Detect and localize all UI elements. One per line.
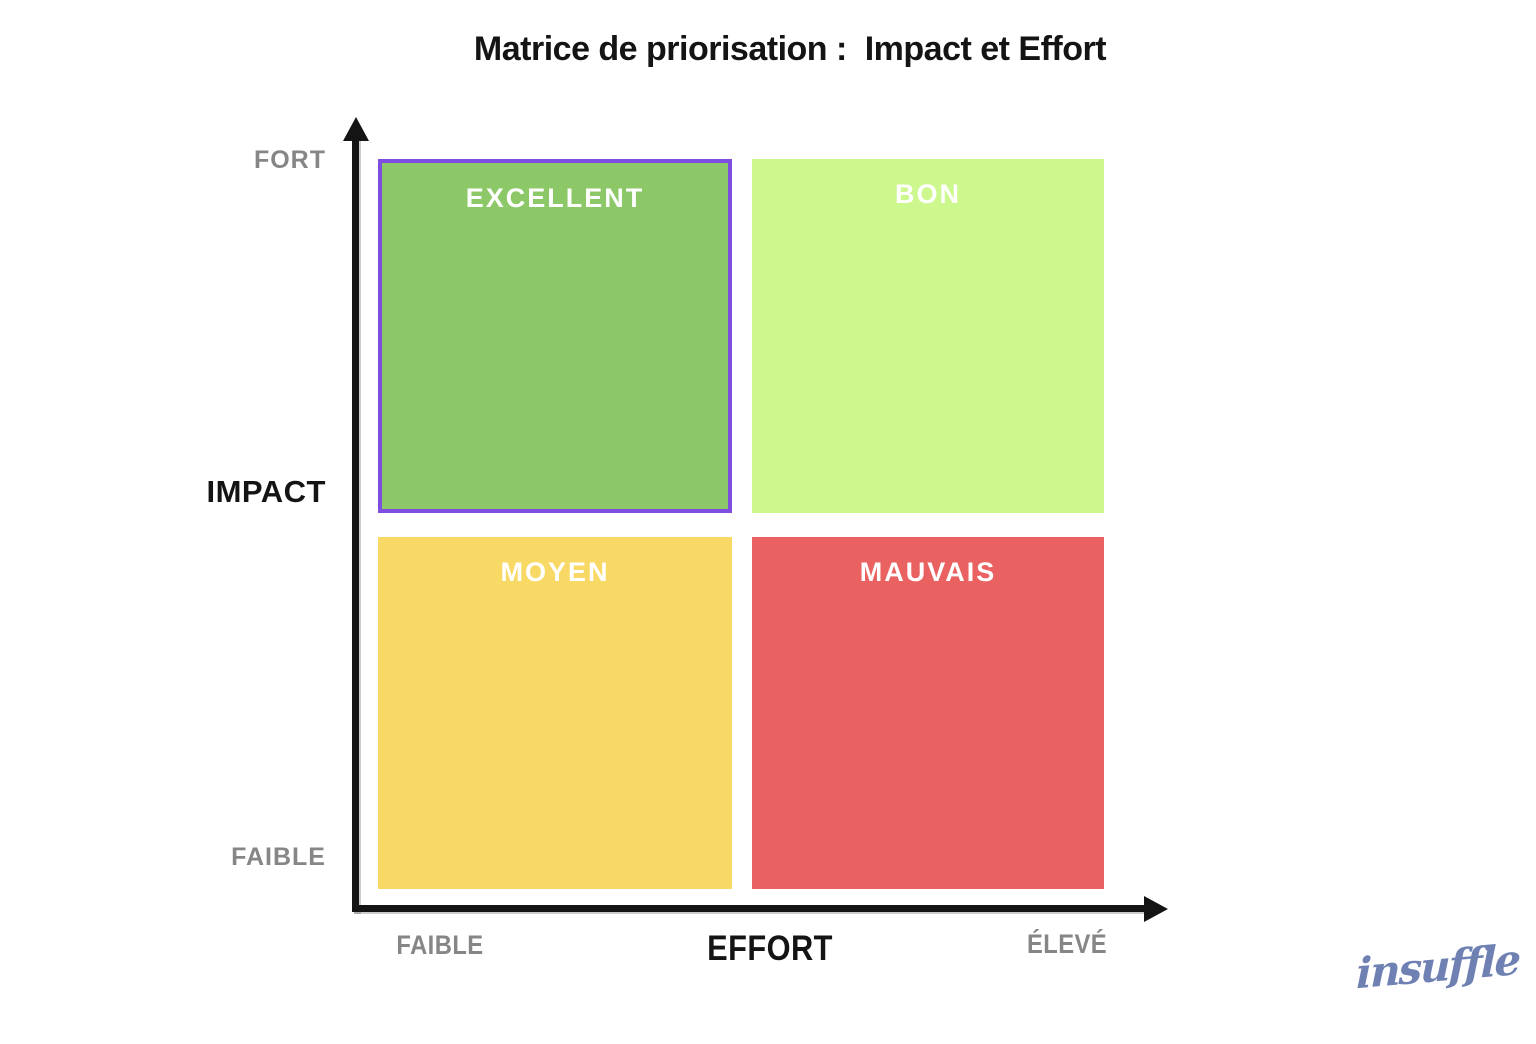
- y-axis-line: [352, 132, 359, 912]
- quadrant-moyen-label: MOYEN: [500, 557, 610, 587]
- x-axis-label: EFFORT: [707, 929, 833, 968]
- y-axis-label: IMPACT: [206, 474, 326, 509]
- y-axis-arrow-up-icon: [343, 117, 369, 141]
- insuffle-logo: insuffle: [1355, 934, 1520, 999]
- x-axis-line: [352, 905, 1150, 912]
- quadrant-excellent-label: EXCELLENT: [465, 183, 645, 213]
- quadrant-bon: BON: [752, 159, 1104, 513]
- quadrant-moyen: MOYEN: [378, 537, 732, 889]
- quadrant-mauvais: MAUVAIS: [752, 537, 1104, 889]
- quadrant-bon-label: BON: [895, 179, 961, 209]
- y-axis-tick-fort: FORT: [253, 146, 326, 174]
- quadrant-mauvais-label: MAUVAIS: [859, 557, 997, 587]
- x-axis-tick-faible: FAIBLE: [396, 930, 484, 960]
- quadrant-excellent: EXCELLENT: [378, 159, 732, 513]
- page-title: Matrice de priorisation : Impact et Effo…: [473, 30, 1107, 68]
- y-axis-tick-faible: FAIBLE: [231, 843, 326, 871]
- x-axis-arrow-right-icon: [1144, 896, 1168, 922]
- x-axis-tick-eleve: ÉLEVÉ: [1026, 929, 1108, 959]
